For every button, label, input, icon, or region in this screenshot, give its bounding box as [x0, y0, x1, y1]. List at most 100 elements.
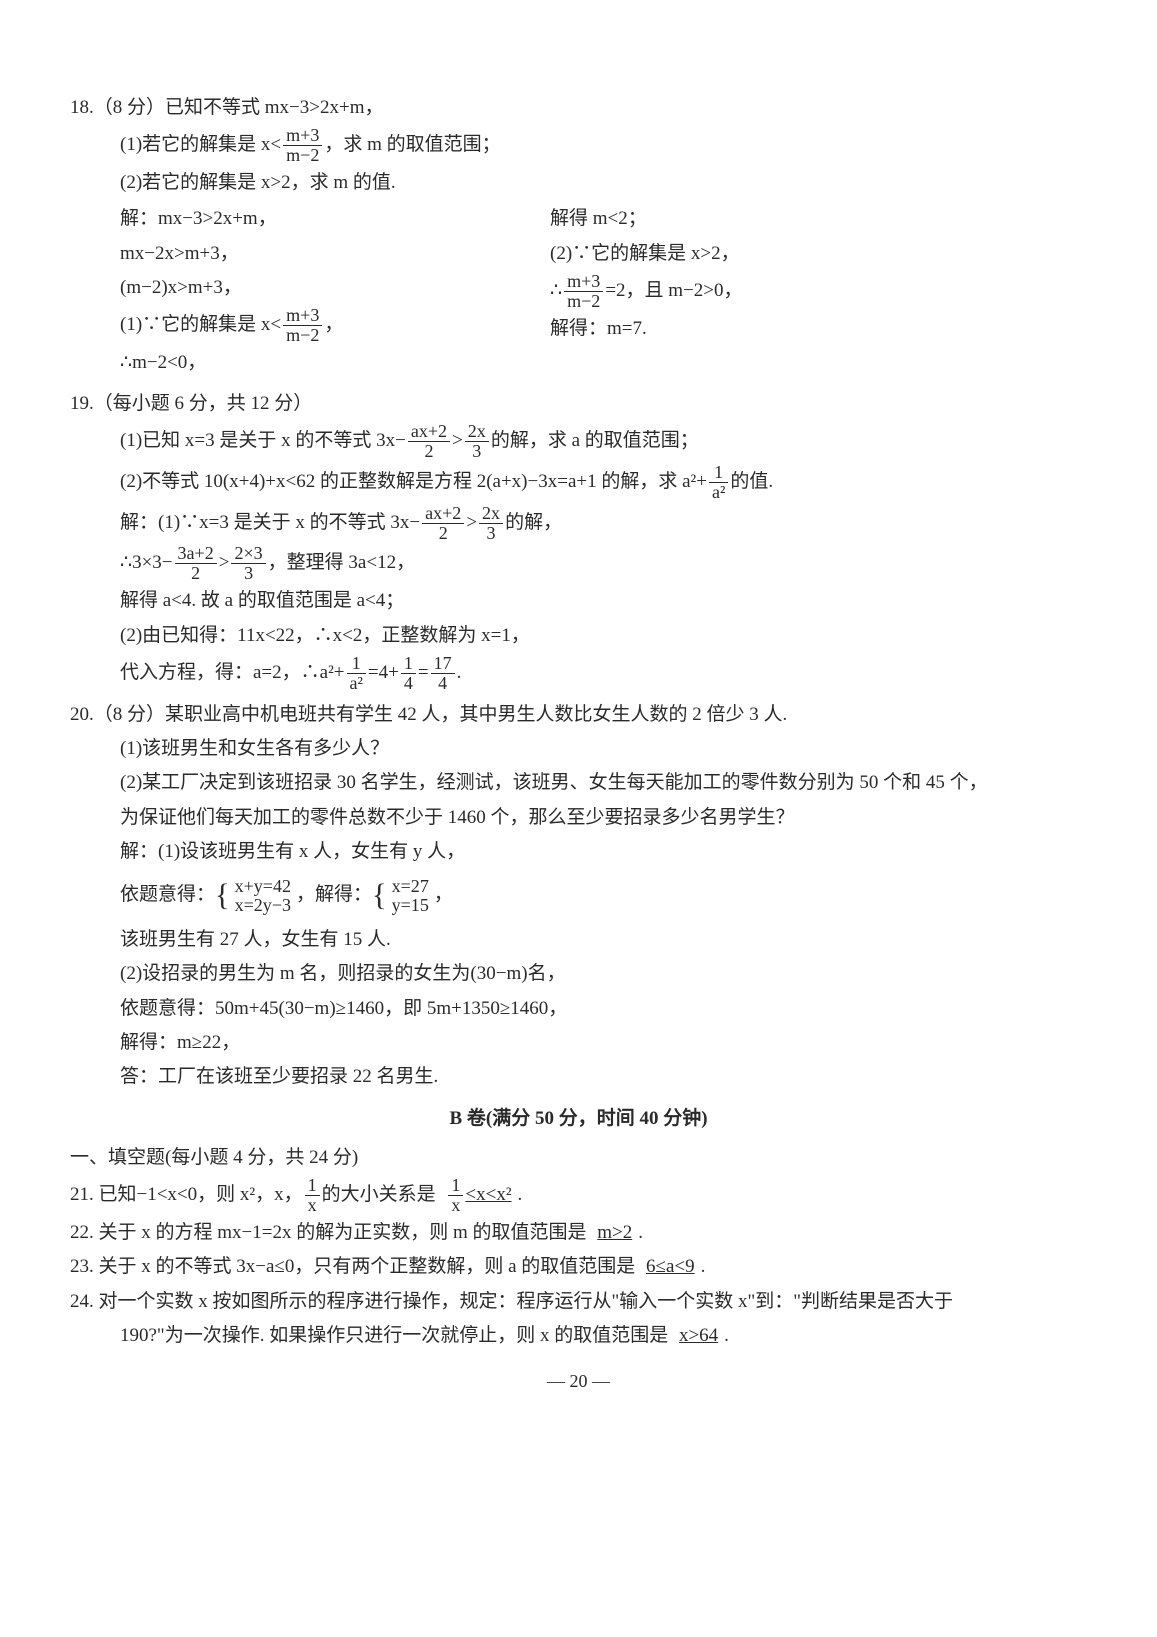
sol-line: 依题意得：{x+y=42x=2y−3，解得：{x=27y=15，: [120, 870, 1087, 922]
fill-blank-header: 一、填空题(每小题 4 分，共 24 分): [70, 1142, 1087, 1174]
answer-blank: x>64: [673, 1325, 724, 1346]
fraction: 14: [401, 654, 416, 693]
text: (2)不等式 10(x+4)+x<62 的正整数解是方程 2(a+x)−3x=a…: [120, 471, 707, 492]
page: 18.（8 分）已知不等式 mx−3>2x+m， (1)若它的解集是 x<m+3…: [0, 0, 1157, 1437]
frac-num: 1: [401, 654, 416, 674]
text: .: [724, 1325, 729, 1346]
q20-part2b: 为保证他们每天加工的零件总数不少于 1460 个，那么至少要招录多少名男学生？: [70, 802, 1087, 834]
sys-bot: x=2y−3: [232, 896, 294, 915]
answer-blank: m>2: [591, 1222, 638, 1243]
sys-top: x+y=42: [232, 877, 294, 896]
section-b-title: B 卷(满分 50 分，时间 40 分钟): [70, 1103, 1087, 1135]
question-21: 21. 已知−1<x<0，则 x²，x，1x的大小关系是 1x<x<x².: [70, 1176, 1087, 1215]
q19-part2: (2)不等式 10(x+4)+x<62 的正整数解是方程 2(a+x)−3x=a…: [70, 463, 1087, 502]
text: 的值.: [730, 471, 773, 492]
answer-blank: 1x<x<x²: [440, 1184, 517, 1205]
fraction: 1x: [448, 1176, 463, 1215]
frac-num: 1: [347, 654, 366, 674]
q20-solution: 解：(1)设该班男生有 x 人，女生有 y 人， 依题意得：{x+y=42x=2…: [70, 836, 1087, 1093]
frac-den: m−2: [283, 326, 322, 345]
text: 21. 已知−1<x<0，则 x²，x，: [70, 1184, 303, 1205]
frac-num: 2×3: [231, 544, 265, 564]
text: >: [466, 511, 477, 532]
q20-part1: (1)该班男生和女生各有多少人？: [70, 733, 1087, 765]
fraction: 3a+22: [175, 544, 217, 583]
answer-blank: 6≤a<9: [640, 1256, 701, 1277]
frac-den: 2: [175, 564, 217, 583]
text: =2，且 m−2>0，: [605, 280, 742, 301]
text: 的解，求 a 的取值范围；: [491, 430, 699, 451]
brace-icon: {: [372, 878, 387, 912]
sol-line: (2)由已知得：11x<22，∴x<2，正整数解为 x=1，: [120, 620, 1087, 652]
question-18: 18.（8 分）已知不等式 mx−3>2x+m， (1)若它的解集是 x<m+3…: [70, 92, 1087, 382]
sol-line: 解：(1)设该班男生有 x 人，女生有 y 人，: [120, 836, 1087, 868]
frac-num: 1: [448, 1176, 463, 1196]
text: ，: [324, 314, 343, 335]
sys-bot: y=15: [389, 896, 432, 915]
fraction: 2×33: [231, 544, 265, 583]
frac-num: 1: [305, 1176, 320, 1196]
q20-header: 20.（8 分）某职业高中机电班共有学生 42 人，其中男生人数比女生人数的 2…: [70, 699, 1087, 731]
frac-num: 2x: [479, 504, 503, 524]
fraction: 2x3: [479, 504, 503, 543]
text: ∴: [550, 280, 562, 301]
question-22: 22. 关于 x 的方程 mx−1=2x 的解为正实数，则 m 的取值范围是 m…: [70, 1217, 1087, 1249]
sol-line: (2)∵它的解集是 x>2，: [550, 238, 1087, 270]
text: ∴3×3−: [120, 552, 173, 573]
text: 依题意得：: [120, 884, 215, 905]
frac-den: 2: [408, 442, 450, 461]
fraction: ax+22: [422, 504, 464, 543]
frac-num: m+3: [283, 126, 322, 146]
frac-den: m−2: [283, 146, 322, 165]
q19-part1: (1)已知 x=3 是关于 x 的不等式 3x−ax+22>2x3的解，求 a …: [70, 422, 1087, 461]
frac-den: x: [448, 1196, 463, 1215]
text: .: [518, 1184, 523, 1205]
q18-sol-right: 解得 m<2； (2)∵它的解集是 x>2， ∴m+3m−2=2，且 m−2>0…: [520, 201, 1087, 381]
text: ，整理得 3a<12，: [268, 552, 415, 573]
question-24-line1: 24. 对一个实数 x 按如图所示的程序进行操作，规定：程序运行从"输入一个实数…: [70, 1286, 1087, 1318]
frac-num: m+3: [283, 306, 322, 326]
q18-sol-left: 解：mx−3>2x+m， mx−2x>m+3， (m−2)x>m+3， (1)∵…: [120, 201, 520, 381]
frac-den: 3: [479, 524, 503, 543]
sol-line: ∴3×3−3a+22>2×33，整理得 3a<12，: [120, 544, 1087, 583]
text: .: [701, 1256, 706, 1277]
text: ，解得：: [296, 884, 372, 905]
page-number: — 20 —: [70, 1366, 1087, 1397]
text: (1)∵它的解集是 x<: [120, 314, 281, 335]
question-23: 23. 关于 x 的不等式 3x−a≤0，只有两个正整数解，则 a 的取值范围是…: [70, 1251, 1087, 1283]
q18-part2: (2)若它的解集是 x>2，求 m 的值.: [70, 167, 1087, 199]
frac-den: 3: [465, 442, 489, 461]
frac-den: x: [305, 1196, 320, 1215]
q18-p1-prefix: (1)若它的解集是 x<: [120, 134, 281, 155]
fraction: m+3m−2: [283, 126, 322, 165]
fraction: 1a²: [347, 654, 366, 693]
q18-p1-suffix: ，求 m 的取值范围；: [324, 134, 500, 155]
frac-den: 3: [231, 564, 265, 583]
text: 的大小关系是: [322, 1184, 436, 1205]
frac-num: 1: [709, 463, 728, 483]
sol-line: 依题意得：50m+45(30−m)≥1460，即 5m+1350≥1460，: [120, 993, 1087, 1025]
frac-num: 3a+2: [175, 544, 217, 564]
sol-line: 解得 a<4. 故 a 的取值范围是 a<4；: [120, 585, 1087, 617]
text: =4+: [368, 662, 399, 683]
sol-line: 解：(1)∵x=3 是关于 x 的不等式 3x−ax+22>2x3的解，: [120, 504, 1087, 543]
fraction: 1a²: [709, 463, 728, 502]
text: (1)已知 x=3 是关于 x 的不等式 3x−: [120, 430, 406, 451]
sys-top: x=27: [389, 877, 432, 896]
q18-ineq: mx−3>2x+m，: [265, 97, 384, 118]
q19-header: 19.（每小题 6 分，共 12 分）: [70, 388, 1087, 420]
text: ，: [434, 884, 453, 905]
text: .: [457, 662, 462, 683]
system: x=27y=15: [389, 877, 432, 915]
sol-line: 解得：m=7.: [550, 313, 1087, 345]
system: x+y=42x=2y−3: [232, 877, 294, 915]
brace-icon: {: [215, 878, 230, 912]
fraction: ax+22: [408, 422, 450, 461]
sol-line: 解：mx−3>2x+m，: [120, 203, 520, 235]
question-24-line2: 190?"为一次操作. 如果操作只进行一次就停止，则 x 的取值范围是 x>64…: [70, 1320, 1087, 1352]
q18-header: 18.（8 分）已知不等式 mx−3>2x+m，: [70, 92, 1087, 124]
sol-line: 该班男生有 27 人，女生有 15 人.: [120, 924, 1087, 956]
fraction: m+3m−2: [564, 272, 603, 311]
text: <x<x²: [465, 1184, 511, 1205]
q18-header-prefix: 18.（8 分）已知不等式: [70, 97, 265, 118]
